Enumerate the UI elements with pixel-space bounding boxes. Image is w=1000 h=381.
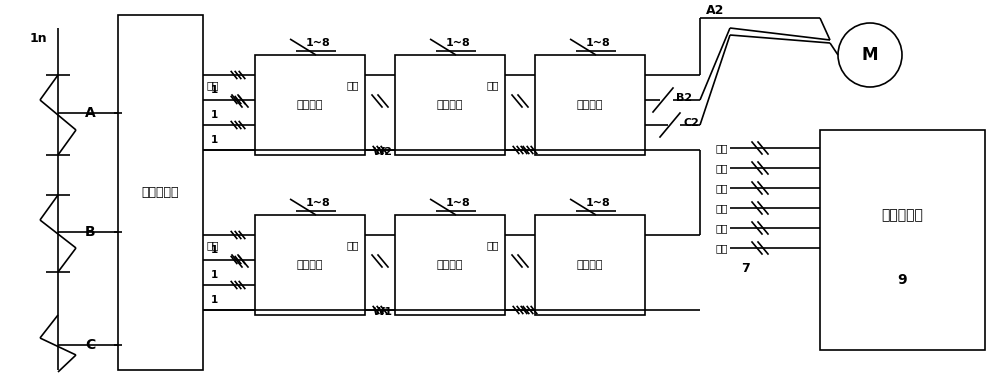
Text: 光纤: 光纤 — [347, 80, 359, 90]
Bar — [118, 15, 203, 370]
Text: W2: W2 — [373, 147, 393, 157]
Text: 1~8: 1~8 — [306, 38, 330, 48]
Text: 光纤: 光纤 — [207, 80, 219, 90]
Text: C2: C2 — [683, 118, 699, 128]
Bar — [535, 215, 645, 315]
Text: 1: 1 — [211, 270, 218, 280]
Text: 光纤: 光纤 — [347, 240, 359, 250]
Text: 功率单元: 功率单元 — [437, 100, 463, 110]
Text: 移相变压器: 移相变压器 — [141, 186, 179, 199]
Text: 主控制系统: 主控制系统 — [881, 208, 923, 222]
Text: 功率单元: 功率单元 — [577, 260, 603, 270]
Text: 1~8: 1~8 — [446, 198, 470, 208]
Text: 光纤: 光纤 — [487, 80, 499, 90]
Text: 功率单元: 功率单元 — [437, 260, 463, 270]
Text: 光纤: 光纤 — [716, 223, 728, 233]
Text: 功率单元: 功率单元 — [297, 260, 323, 270]
Text: 1n: 1n — [30, 32, 48, 45]
Text: 1: 1 — [211, 110, 218, 120]
Text: 光纤: 光纤 — [716, 143, 728, 153]
Text: 1: 1 — [211, 295, 218, 305]
Text: A: A — [85, 106, 95, 120]
Circle shape — [838, 23, 902, 87]
Text: 1~8: 1~8 — [446, 38, 470, 48]
Text: 光纤: 光纤 — [207, 240, 219, 250]
Text: 功率单元: 功率单元 — [297, 100, 323, 110]
Text: 功率单元: 功率单元 — [577, 100, 603, 110]
Text: 光纤: 光纤 — [716, 203, 728, 213]
Text: A2: A2 — [706, 3, 724, 16]
Bar — [255, 215, 365, 315]
Text: C: C — [85, 338, 95, 352]
Text: 光纤: 光纤 — [716, 183, 728, 193]
Text: 9: 9 — [897, 273, 907, 287]
Text: B2: B2 — [676, 93, 692, 103]
Bar — [255, 55, 365, 155]
Text: 1: 1 — [211, 135, 218, 145]
Text: 7: 7 — [741, 261, 749, 274]
Text: 1~8: 1~8 — [306, 198, 330, 208]
Text: 1: 1 — [211, 85, 218, 95]
Text: B: B — [85, 225, 95, 239]
Text: 1: 1 — [211, 245, 218, 255]
Text: 光纤: 光纤 — [487, 240, 499, 250]
Bar — [395, 215, 505, 315]
Bar — [395, 55, 505, 155]
Text: 1~8: 1~8 — [586, 38, 610, 48]
Text: 光纤: 光纤 — [716, 163, 728, 173]
Bar — [535, 55, 645, 155]
Text: 光纤: 光纤 — [716, 243, 728, 253]
Text: M: M — [862, 46, 878, 64]
Text: W1: W1 — [373, 307, 393, 317]
Bar — [820, 130, 985, 350]
Text: 1~8: 1~8 — [586, 198, 610, 208]
